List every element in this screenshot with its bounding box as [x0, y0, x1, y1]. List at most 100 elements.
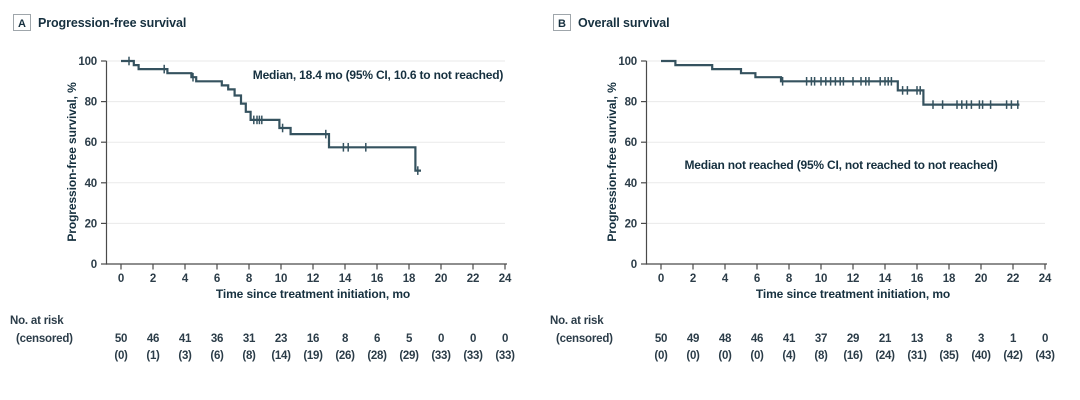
- x-tick-label: 0: [118, 273, 124, 285]
- censored-value: (31): [907, 350, 927, 362]
- at-risk-value: 0: [1042, 333, 1048, 345]
- censored-value: (29): [399, 350, 419, 362]
- x-tick-label: 4: [182, 273, 189, 285]
- at-risk-value: 49: [687, 333, 699, 345]
- x-tick-label: 20: [975, 273, 987, 285]
- censored-value: (1): [146, 350, 160, 362]
- x-tick-label: 14: [339, 273, 352, 285]
- median-annotation: Median, 18.4 mo (95% CI, 10.6 to not rea…: [253, 68, 504, 82]
- censored-value: (8): [242, 350, 256, 362]
- x-tick-label: 12: [847, 273, 859, 285]
- x-tick-label: 16: [911, 273, 923, 285]
- censored-value: (43): [1035, 350, 1055, 362]
- censored-value: (33): [463, 350, 483, 362]
- panel-title: Overall survival: [578, 16, 670, 30]
- at-risk-value: 8: [946, 333, 953, 345]
- survival-curve-group: [121, 56, 421, 175]
- at-risk-value: 29: [847, 333, 859, 345]
- risk-table-label: No. at risk: [10, 315, 64, 327]
- x-axis-label: Time since treatment initiation, mo: [216, 287, 410, 301]
- risk-table-label: No. at risk: [550, 315, 604, 327]
- censored-value: (4): [782, 350, 796, 362]
- y-tick-label: 40: [85, 178, 97, 190]
- at-risk-value: 21: [879, 333, 892, 345]
- at-risk-value: 41: [179, 333, 192, 345]
- at-risk-value: 46: [147, 333, 159, 345]
- km-curve: [661, 59, 1020, 106]
- censored-table-label: (censored): [556, 333, 613, 345]
- censored-value: (0): [750, 350, 764, 362]
- km-curve: [121, 59, 421, 172]
- panel-letter: A: [18, 18, 26, 30]
- panel-progression-free-survival: A Progression-free survival 0 20 40 60 80 100…: [10, 14, 515, 362]
- censored-table-label: (censored): [16, 333, 73, 345]
- at-risk-value: 0: [470, 333, 476, 345]
- at-risk-value: 50: [655, 333, 667, 345]
- x-tick-label: 12: [307, 273, 319, 285]
- censored-value: (8): [814, 350, 828, 362]
- x-tick-label: 14: [879, 273, 892, 285]
- at-risk-value: 3: [978, 333, 984, 345]
- at-risk-value: 8: [342, 333, 349, 345]
- at-risk-value: 6: [374, 333, 380, 345]
- censored-value: (19): [303, 350, 323, 362]
- at-risk-value: 46: [751, 333, 763, 345]
- censored-value: (3): [178, 350, 192, 362]
- censored-value: (0): [654, 350, 668, 362]
- y-tick-label: 20: [625, 218, 637, 230]
- censored-value: (33): [431, 350, 451, 362]
- at-risk-value: 37: [815, 333, 827, 345]
- x-tick-label: 20: [435, 273, 447, 285]
- at-risk-value: 50: [115, 333, 127, 345]
- x-tick-label: 6: [214, 273, 220, 285]
- y-tick-label: 100: [618, 56, 637, 68]
- y-tick-label: 40: [625, 178, 637, 190]
- y-axis-label: Progression-free survival, %: [65, 82, 79, 242]
- censored-value: (0): [114, 350, 128, 362]
- x-tick-label: 18: [943, 273, 956, 285]
- km-plot-pfs: A Progression-free survival 020406080100…: [10, 14, 515, 362]
- censored-value: (28): [367, 350, 387, 362]
- y-tick-label: 0: [91, 259, 97, 271]
- censored-value: (26): [335, 350, 355, 362]
- panel-header: B Overall survival: [553, 14, 670, 31]
- panel-letter-box: [13, 14, 31, 31]
- x-tick-label: 8: [246, 273, 253, 285]
- panel-letter-box: [553, 14, 571, 31]
- censored-value: (0): [718, 350, 732, 362]
- censored-value: (42): [1003, 350, 1023, 362]
- y-tick-label: 20: [85, 218, 97, 230]
- panel-letter: B: [558, 18, 566, 30]
- x-tick-label: 2: [690, 273, 696, 285]
- at-risk-value: 16: [307, 333, 319, 345]
- x-tick-label: 0: [658, 273, 664, 285]
- y-tick-label: 80: [85, 97, 97, 109]
- y-tick-label: 100: [78, 56, 97, 68]
- gridlines: [646, 60, 1045, 224]
- at-risk-value: 31: [243, 333, 256, 345]
- at-risk-value: 48: [719, 333, 732, 345]
- x-tick-label: 10: [275, 273, 287, 285]
- x-tick-label: 4: [722, 273, 729, 285]
- x-tick-label: 22: [1007, 273, 1019, 285]
- risk-table: 50(0)46(1)41(3)36(6)31(8)23(14)16(19)8(2…: [114, 333, 515, 362]
- median-annotation: Median not reached (95% CI, not reached …: [684, 158, 997, 172]
- x-tick-label: 2: [150, 273, 156, 285]
- y-tick-label: 0: [631, 259, 637, 271]
- x-tick-label: 16: [371, 273, 383, 285]
- panel-title: Progression-free survival: [38, 16, 186, 30]
- x-tick-label: 18: [403, 273, 416, 285]
- y-tick-label: 80: [625, 97, 637, 109]
- panel-overall-survival: B Overall survival 0 20 40 60 80 100 0 2 4 6 8 10 12…: [540, 0, 1080, 400]
- x-axis-label: Time since treatment initiation, mo: [756, 287, 950, 301]
- y-axis-label: Progression-free survival, %: [605, 82, 619, 242]
- at-risk-value: 1: [1010, 333, 1017, 345]
- x-tick-label: 24: [499, 273, 512, 285]
- y-tick-label: 60: [625, 137, 637, 149]
- panel-header: A Progression-free survival: [13, 14, 186, 31]
- censored-value: (0): [686, 350, 700, 362]
- risk-table: 50 (0) 49 (0) 48 (0) 46 (0) 41 (4) 37 (8) 29 (16) 21 (2…: [654, 333, 1055, 362]
- at-risk-value: 23: [275, 333, 287, 345]
